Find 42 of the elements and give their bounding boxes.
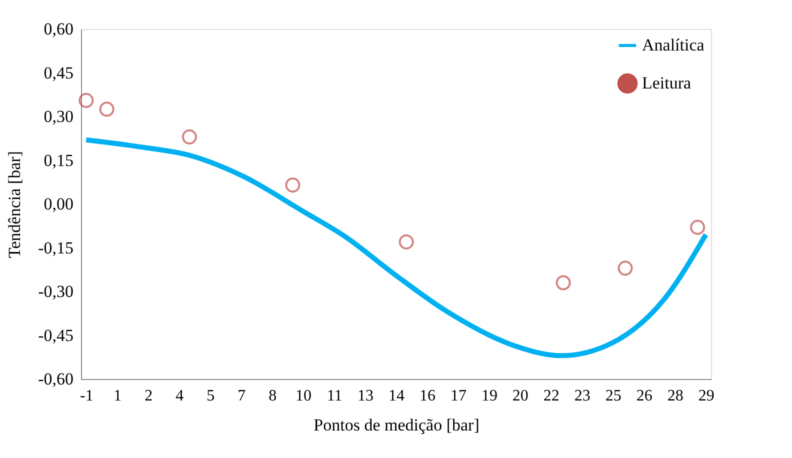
legend-label: Leitura: [642, 74, 692, 92]
y-tick-label: 0,60: [44, 20, 74, 38]
y-tick-label: 0,00: [44, 194, 74, 214]
point: [690, 220, 706, 235]
x-axis-title: Pontos de medição [bar]: [314, 416, 480, 434]
point: [99, 102, 114, 117]
x-tick-label: 11: [326, 388, 342, 404]
point: [182, 129, 197, 144]
x-tick-label: 2: [144, 388, 153, 404]
x-tick-label: 20: [512, 388, 528, 404]
x-tick-label: 5: [206, 388, 215, 404]
x-tick-label: 25: [605, 388, 622, 404]
x-tick-label: 28: [667, 388, 684, 404]
x-tick-label: 7: [238, 388, 246, 404]
x-tick-label: 1: [114, 388, 122, 404]
x-tick-label: 29: [698, 388, 714, 404]
y-axis-title: Tendência [bar]: [5, 151, 24, 258]
x-tick-label: 17: [450, 388, 466, 404]
x-tick-label: 22: [543, 388, 560, 404]
y-tick-label: 0,15: [44, 150, 74, 170]
x-tick-label: 14: [388, 388, 404, 404]
x-tick-label: 10: [296, 388, 312, 404]
legend-label: Analítica: [642, 36, 705, 54]
y-tick-label: -0,45: [38, 326, 74, 345]
y-tick-label: -0,60: [38, 370, 74, 388]
point: [78, 92, 94, 108]
y-tick-label: -0,30: [38, 282, 74, 301]
x-tick-label: 4: [176, 388, 184, 404]
point: [398, 234, 414, 250]
y-tick-label: 0,30: [44, 107, 74, 126]
x-tick-label: 19: [481, 388, 498, 404]
x-tick-label: 16: [419, 388, 436, 404]
x-tick-label: -1: [80, 388, 94, 404]
x-tick-label: 23: [574, 388, 590, 404]
y-tick-label: 0,45: [44, 63, 74, 82]
x-tick-label: 8: [268, 388, 277, 404]
x-tick-label: 13: [358, 388, 374, 404]
point: [618, 260, 633, 276]
x-tick-label: 26: [636, 388, 652, 404]
point: [285, 178, 300, 193]
y-tick-label: -0,15: [38, 238, 74, 258]
point: [556, 275, 571, 290]
